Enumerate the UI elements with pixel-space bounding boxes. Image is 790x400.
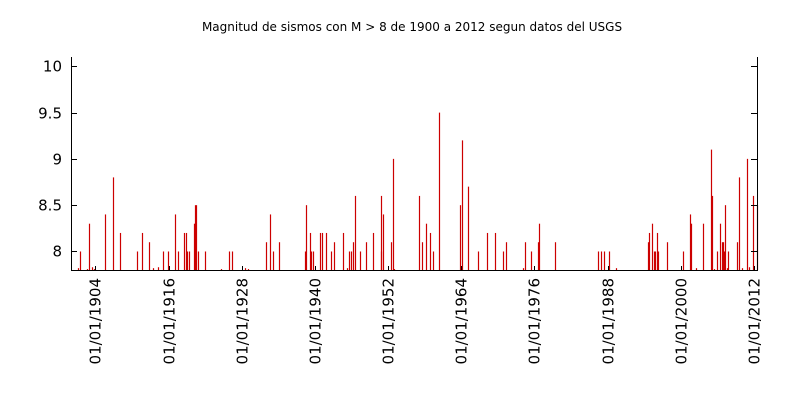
x-tick-label: 01/01/1976 (526, 278, 544, 364)
y-tick-label: 8.5 (38, 197, 62, 215)
x-tick-label: 01/01/1940 (307, 278, 325, 364)
x-tick-label: 01/01/1952 (380, 278, 398, 364)
x-tick-label: 01/01/1904 (87, 278, 105, 364)
axes-group (71, 57, 758, 271)
bars-group (77, 112, 759, 270)
y-tick-label: 9 (52, 151, 62, 169)
y-tick-label: 9.5 (38, 105, 62, 123)
x-tick-label: 01/01/2000 (673, 278, 691, 364)
x-tick-label: 01/01/1928 (234, 278, 252, 364)
x-tick-label: 01/01/2012 (746, 278, 764, 364)
y-tick-label: 8 (52, 243, 62, 261)
chart-title: Magnitud de sismos con M > 8 de 1900 a 2… (202, 20, 622, 34)
y-axis-ticks: 8 8.5 9 9.5 10 (38, 58, 757, 261)
x-tick-label: 01/01/1964 (453, 278, 471, 364)
axes-frame (71, 57, 758, 271)
x-tick-label: 01/01/1988 (600, 278, 618, 364)
x-axis-ticks: 01/01/1904 01/01/1916 01/01/1928 01/01/1940… (87, 266, 764, 364)
y-tick-label: 10 (43, 58, 62, 76)
x-tick-label: 01/01/1916 (161, 278, 179, 364)
